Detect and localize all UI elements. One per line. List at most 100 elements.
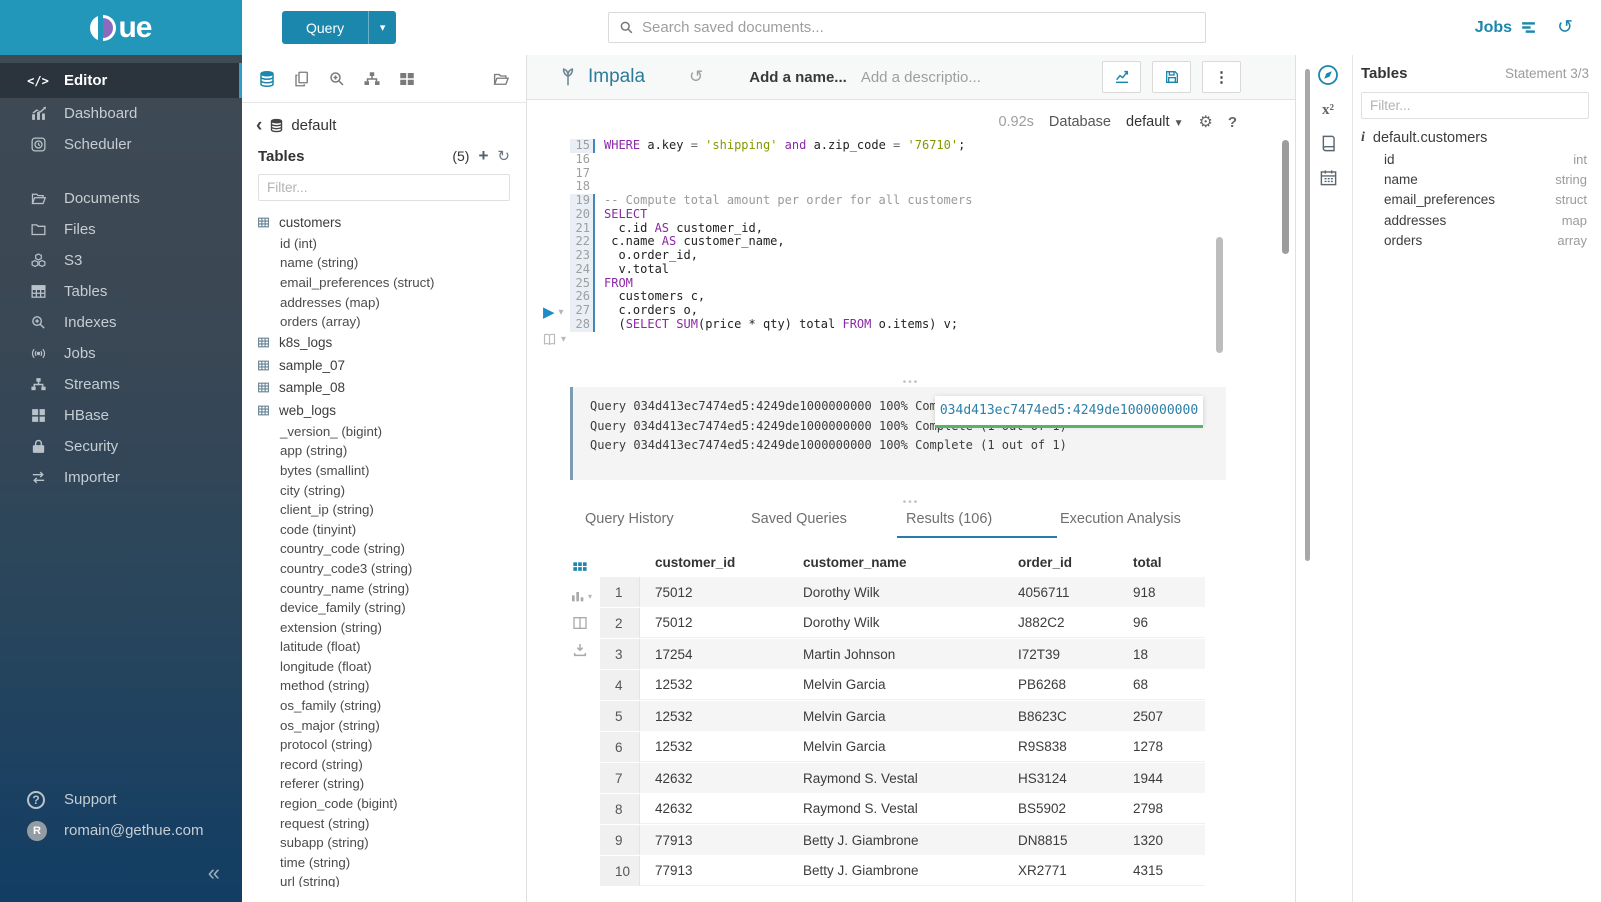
column-item[interactable]: extension (string) [242,617,526,637]
table-row[interactable]: 977913Betty J. GiambroneDN88151320 [600,825,1205,856]
execute-button[interactable]: ▶▾ [543,303,564,321]
tab-query-history[interactable]: Query History [585,511,674,527]
query-name-field[interactable]: Add a name... [749,69,847,86]
column-item[interactable]: method (string) [242,676,526,696]
query-button[interactable]: Query ▾ [282,11,396,44]
code-line[interactable]: 27 c.orders o, [570,304,972,318]
column-item[interactable]: name (string) [242,253,526,273]
tab-results-106[interactable]: Results (106) [906,511,992,527]
execute-caret-icon[interactable]: ▾ [559,307,564,318]
column-header[interactable]: customer_id [640,555,788,570]
chart-button[interactable] [1102,61,1141,93]
code-line[interactable]: 25FROM [570,277,972,291]
column-item[interactable]: orders (array) [242,312,526,332]
explain-button[interactable]: ▾ [542,332,566,347]
assist-active-table[interactable]: i default.customers [1361,127,1589,149]
editor-scrollbar[interactable] [1216,237,1223,353]
save-button[interactable] [1152,61,1191,93]
code-line[interactable]: 28 (SELECT SUM(price * qty) total FROM o… [570,318,972,332]
table-row[interactable]: 317254Martin JohnsonI72T3918 [600,639,1205,670]
table-row[interactable]: 742632Raymond S. VestalHS31241944 [600,763,1205,794]
sidebar-item-importer[interactable]: Importer [0,462,242,493]
table-row[interactable]: 842632Raymond S. VestalBS59022798 [600,794,1205,825]
query-id-link[interactable]: 034d413ec7474ed5:4249de1000000000 [940,403,1198,418]
database-name[interactable]: default [291,117,336,134]
chart-caret-icon[interactable]: ▾ [588,592,592,601]
documents-copy-icon[interactable] [293,70,311,88]
column-item[interactable]: region_code (bigint) [242,794,526,814]
query-dropdown-caret[interactable]: ▾ [368,11,396,44]
assist-table-name[interactable]: default.customers [1373,130,1487,146]
grid-view-icon[interactable] [570,561,590,577]
add-table-icon[interactable]: + [478,146,488,166]
sidebar-item-support[interactable]: ? Support [0,784,242,815]
database-select[interactable]: default ▼ [1126,114,1183,130]
apps-grid-icon[interactable] [398,70,416,88]
column-header[interactable]: customer_name [788,555,1003,570]
column-item[interactable]: _version_ (bigint) [242,421,526,441]
code-line[interactable]: 16 [570,153,972,167]
tab-saved-queries[interactable]: Saved Queries [751,511,847,527]
column-item[interactable]: subapp (string) [242,833,526,853]
code-line[interactable]: 26 customers c, [570,290,972,304]
sidebar-item-user[interactable]: R romain@gethue.com [0,815,242,846]
sidebar-item-security[interactable]: Security [0,431,242,462]
explain-caret-icon[interactable]: ▾ [561,334,566,345]
code-line[interactable]: 24 v.total [570,263,972,277]
query-button-label[interactable]: Query [282,11,368,44]
table-row[interactable]: 175012Dorothy Wilk4056711918 [600,577,1205,608]
folder-open-icon[interactable] [492,70,510,88]
zoom-in-icon[interactable] [328,70,346,88]
chart-view-icon[interactable] [570,588,586,604]
query-description-field[interactable]: Add a descriptio... [861,69,981,86]
snippet-history-icon[interactable]: ↺ [689,67,703,87]
table-row[interactable]: 612532Melvin GarciaR9S8381278 [600,732,1205,763]
download-icon[interactable] [570,642,590,658]
assist-column-row[interactable]: idint [1361,149,1589,169]
table-item[interactable]: k8s_logs [242,331,526,354]
sitemap-icon[interactable] [363,70,381,88]
code-line[interactable]: 19-- Compute total amount per order for … [570,194,972,208]
column-item[interactable]: record (string) [242,755,526,775]
column-item[interactable]: os_major (string) [242,715,526,735]
gear-icon[interactable]: ⚙ [1198,112,1212,132]
column-item[interactable]: country_name (string) [242,578,526,598]
assist-column-row[interactable]: namestring [1361,169,1589,189]
table-item[interactable]: web_logs [242,399,526,422]
column-item[interactable]: city (string) [242,480,526,500]
column-item[interactable]: os_family (string) [242,696,526,716]
column-item[interactable]: request (string) [242,813,526,833]
assist-column-row[interactable]: email_preferencesstruct [1361,190,1589,210]
sidebar-item-tables[interactable]: Tables [0,276,242,307]
code-line[interactable]: 20SELECT [570,208,972,222]
column-item[interactable]: app (string) [242,441,526,461]
column-item[interactable]: referer (string) [242,774,526,794]
column-header[interactable]: order_id [1003,555,1118,570]
sidebar-item-s3[interactable]: S3 [0,245,242,276]
assistant-compass-icon[interactable] [1316,63,1340,87]
query-history-icon[interactable]: ↺ [1557,16,1573,39]
database-breadcrumb[interactable]: ‹ default [242,103,526,137]
sidebar-item-streams[interactable]: Streams [0,369,242,400]
help-icon[interactable]: ? [1228,114,1237,131]
search-input[interactable] [642,19,1195,36]
sidebar-item-editor[interactable]: </>Editor [0,63,242,98]
global-search[interactable] [608,12,1206,43]
table-row[interactable]: 512532Melvin GarciaB8623C2507 [600,701,1205,732]
code-line[interactable]: 21 c.id AS customer_id, [570,222,972,236]
column-item[interactable]: url (string) [242,872,526,887]
sql-code-editor[interactable]: 15WHERE a.key = 'shipping' and a.zip_cod… [570,139,972,332]
assist-column-row[interactable]: ordersarray [1361,230,1589,250]
column-item[interactable]: time (string) [242,853,526,873]
table-row[interactable]: 1077913Betty J. GiambroneXR27714315 [600,856,1205,887]
column-header[interactable]: total [1118,555,1205,570]
column-item[interactable]: country_code3 (string) [242,559,526,579]
sidebar-item-files[interactable]: Files [0,214,242,245]
tables-filter-input[interactable] [258,174,510,201]
sidebar-item-documents[interactable]: Documents [0,183,242,214]
more-options-button[interactable]: ⋮ [1202,61,1241,93]
jobs-link[interactable]: Jobs [1475,19,1537,37]
code-line[interactable]: 23 o.order_id, [570,249,972,263]
functions-icon[interactable]: x² [1322,102,1334,119]
table-item[interactable]: sample_08 [242,376,526,399]
